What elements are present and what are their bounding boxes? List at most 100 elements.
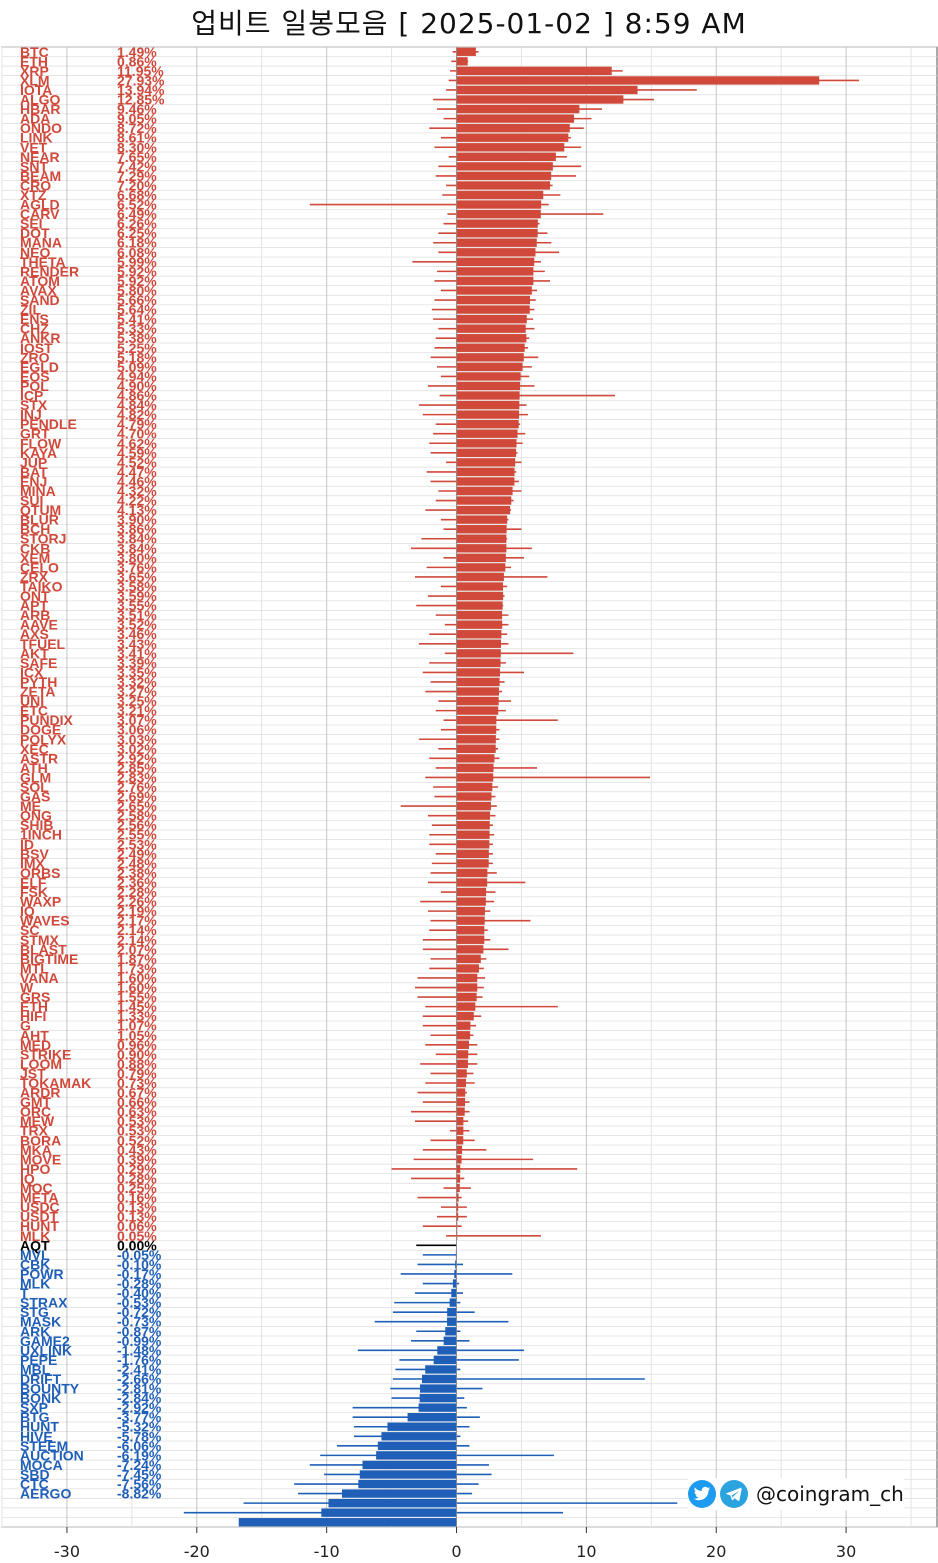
value-label: 3.21% [117,703,157,719]
value-label: 4.59% [117,445,157,461]
bar [456,496,512,505]
value-label: 3.02% [117,741,157,757]
bar [321,1508,457,1517]
value-label: -1.48% [117,1342,162,1358]
bar [456,878,488,887]
bar [456,1002,476,1011]
value-label: 3.59% [117,588,157,604]
bar [456,410,520,419]
category-label: IQ [20,903,35,919]
category-label: MED [20,1037,51,1053]
value-label: 4.94% [117,368,157,384]
bar [456,792,492,801]
value-label: -0.28% [117,1276,162,1292]
value-label: -2.81% [117,1381,162,1397]
bar [377,1441,457,1451]
category-label: QTUM [20,502,61,518]
category-label: MANA [20,235,62,251]
category-label: UXLINK [20,1342,72,1358]
category-label: JST [20,1065,46,1081]
category-label: ATH [20,760,48,776]
bar [456,1183,460,1193]
category-label: ZRO [20,349,50,365]
bar [456,1021,471,1030]
value-label: 5.25% [117,340,157,356]
value-label: 4.90% [117,378,157,394]
value-label: -0.40% [117,1285,162,1301]
bar [456,66,612,76]
bar [456,887,487,897]
value-label: 5.80% [117,282,157,298]
value-label: 2.14% [117,922,157,938]
category-label: USDT [20,1209,59,1225]
bar [456,1059,468,1069]
value-label: -0.10% [117,1256,162,1272]
category-label: SC [20,922,39,938]
category-label: ATOM [20,273,60,289]
value-label: 2.83% [117,769,157,785]
bar [456,744,496,753]
category-label: PUNDIX [20,712,74,728]
category-label: POL [20,378,49,394]
value-label: 4.22% [117,493,157,509]
bar [359,1470,457,1479]
category-label: PYTH [20,674,57,690]
value-label: 2.58% [117,808,157,824]
value-label: 3.07% [117,712,157,728]
bar [376,1451,457,1460]
value-label: 0.29% [117,1161,157,1177]
category-label: GLM [20,769,51,785]
bar [456,353,524,362]
category-label: ETH [20,999,48,1015]
category-label: CBK [20,1256,50,1272]
bar [456,1164,461,1174]
bar [456,171,552,181]
value-label: 3.46% [117,626,157,642]
category-label: TRX [20,1123,49,1139]
bar [456,725,497,734]
category-label: TFUEL [20,636,66,652]
bar [456,152,556,161]
value-label: 0.16% [117,1190,157,1206]
bar [407,1413,457,1422]
category-label: ADA [20,111,50,127]
bar [456,926,485,935]
value-label: -0.05% [117,1247,162,1263]
value-label: 2.17% [117,913,157,929]
bar [433,1355,457,1365]
category-label: MKA [20,1142,52,1158]
category-label: GMT [20,1094,52,1110]
bar [456,572,504,582]
bar [456,181,551,190]
bar [456,1069,467,1078]
category-label: DOT [20,225,50,241]
chart-title: 업비트 일봉모음 [ 2025-01-02 ] 8:59 AM [191,7,747,40]
bar [456,1117,464,1126]
category-label: BEAM [20,168,61,184]
bar [456,267,534,276]
bar [456,706,499,715]
value-label: 0.00% [117,1237,157,1253]
category-label: SBD [20,1466,50,1482]
category-label: EGLD [20,359,59,375]
category-label: ONG [20,808,52,824]
value-label: 0.39% [117,1151,157,1167]
value-label: 3.25% [117,693,157,709]
bar [456,811,491,820]
category-label: AKT [20,645,49,661]
bar [456,143,565,152]
value-label: 0.06% [117,1218,157,1234]
value-label: -1.76% [117,1352,162,1368]
value-label: 3.39% [117,655,157,671]
category-label: ONT [20,588,50,604]
category-label: BIGTIME [20,951,78,967]
category-label: HUNT [20,1218,59,1234]
category-label: WAXP [20,894,61,910]
category-label: MOCA [20,1457,63,1473]
value-label: 9.46% [117,101,157,117]
value-label: 8.61% [117,130,157,146]
value-label: 12.85% [117,92,165,108]
value-label: 2.14% [117,932,157,948]
bar [447,1317,457,1326]
